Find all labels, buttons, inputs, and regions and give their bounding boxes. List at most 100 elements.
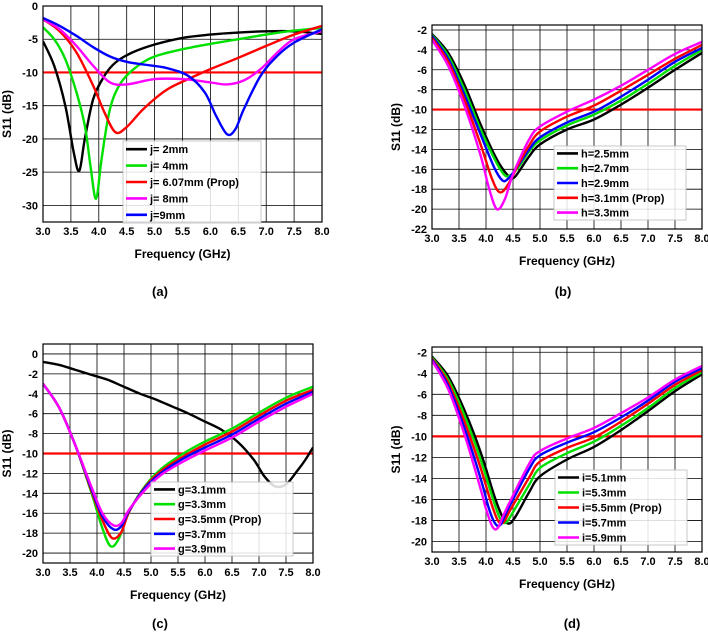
y-axis-label: S11 (dB) [0, 429, 14, 477]
x-tick-label: 3.0 [424, 556, 439, 568]
y-tick-label: -6 [417, 65, 427, 77]
x-tick-label: 7.5 [667, 556, 682, 568]
y-tick-label: -25 [22, 167, 38, 179]
x-tick-label: 8.0 [305, 567, 320, 579]
legend-label: g=3.3mm [178, 499, 226, 511]
series-line-2 [432, 356, 702, 525]
y-tick-label: -4 [417, 368, 428, 380]
x-tick-label: 6.5 [613, 233, 628, 245]
x-tick-label: 5.5 [170, 567, 185, 579]
series-line-5 [43, 16, 322, 137]
x-axis-label: Frequency (GHz) [134, 247, 230, 261]
y-tick-label: -5 [28, 34, 38, 46]
legend-label: g=3.1mm [178, 484, 226, 496]
data-layer [432, 355, 702, 531]
series-line-5 [432, 360, 702, 531]
x-tick-label: 8.0 [694, 556, 708, 568]
legend: h=2.5mm h=2.7mm h=2.9mm h=3.1mm (Prop) h=3.3… [553, 145, 687, 221]
legend-label: h=3.3mm [581, 208, 629, 220]
x-tick-label: 5.0 [532, 233, 547, 245]
y-tick-label: -20 [22, 548, 38, 560]
x-tick-label: 5.5 [175, 226, 190, 238]
y-tick-label: -2 [28, 369, 38, 381]
x-tick-label: 3.5 [63, 226, 78, 238]
x-axis-label: Frequency (GHz) [130, 588, 226, 602]
y-tick-label: -2 [417, 25, 427, 37]
x-tick-label: 5.5 [559, 233, 574, 245]
chart-panel-2: 3.0 3.5 4.0 4.5 5.0 5.5 6.0 6.5 7.0 7.5 8.0 -2 -4 -6 -… [389, 24, 708, 299]
x-tick-label: 5.5 [559, 556, 574, 568]
x-tick-label: 6.5 [224, 567, 239, 579]
legend-label: h=2.5mm [581, 148, 629, 160]
y-tick-label: -12 [411, 452, 427, 464]
legend-label: h=2.7mm [581, 163, 629, 175]
panel-caption: (c) [152, 616, 168, 631]
x-tick-label: 7.5 [286, 226, 301, 238]
legend-label: h=2.9mm [581, 178, 629, 190]
legend-label: j= 4mm [149, 161, 188, 173]
x-tick-label: 6.0 [197, 567, 212, 579]
x-tick-label: 4.0 [89, 567, 104, 579]
y-tick-label: -12 [22, 468, 38, 480]
x-tick-label: 7.0 [640, 233, 655, 245]
y-tick-label: -14 [411, 144, 428, 156]
series-line-5 [43, 383, 313, 528]
series-line-3 [432, 357, 702, 525]
series-line-1 [432, 355, 702, 525]
y-axis-label: S11 (dB) [0, 90, 14, 138]
x-tick-label: 4.0 [91, 226, 106, 238]
x-tick-label: 4.5 [505, 556, 520, 568]
y-tick-label: 0 [32, 349, 38, 361]
legend-label: i=5.5mm (Prop) [582, 503, 662, 515]
legend-label: j= 6.07mm (Prop) [149, 177, 239, 189]
plot-frame [431, 24, 703, 230]
chart-panel-4: 3.0 3.5 4.0 4.5 5.0 5.5 6.0 6.5 7.0 7.5 8.0 -2 -4 -6 -… [389, 346, 708, 631]
legend: g=3.1mm g=3.3mm g=3.5mm (Prop) g=3.7mm g=3.9… [150, 481, 294, 557]
y-tick-label: -8 [417, 85, 427, 97]
x-tick-label: 6.0 [586, 233, 601, 245]
x-tick-label: 5.0 [532, 556, 547, 568]
y-tick-label: -16 [411, 494, 427, 506]
legend-label: g=3.5mm (Prop) [178, 514, 262, 526]
x-tick-label: 4.0 [478, 556, 493, 568]
series-line-4 [432, 37, 702, 194]
x-tick-label: 8.0 [694, 233, 708, 245]
series-line-4 [432, 358, 702, 528]
y-tick-label: -20 [411, 536, 427, 548]
chart-panel-3: 3.0 3.5 4.0 4.5 5.0 5.5 6.0 6.5 7.0 7.5 8.0 0 -2 -4 -6… [0, 343, 321, 631]
y-tick-label: -6 [28, 409, 38, 421]
x-tick-label: 3.5 [451, 556, 466, 568]
series-line-5 [432, 39, 702, 211]
x-tick-label: 3.0 [424, 233, 439, 245]
legend-label: i=5.9mm [582, 533, 627, 545]
y-tick-label: -4 [417, 45, 428, 57]
panel-caption: (b) [555, 284, 572, 299]
y-axis-label: S11 (dB) [389, 103, 403, 151]
y-tick-label: -14 [411, 473, 428, 485]
series-line-2 [43, 26, 322, 200]
x-tick-label: 3.0 [35, 226, 50, 238]
y-tick-label: -10 [22, 449, 38, 461]
x-tick-label: 4.0 [478, 233, 493, 245]
x-axis-label: Frequency (GHz) [519, 577, 615, 591]
y-tick-label: -16 [22, 508, 38, 520]
series-line-3 [43, 18, 322, 135]
y-tick-label: -6 [417, 389, 427, 401]
x-tick-label: 4.5 [505, 233, 520, 245]
x-tick-label: 7.5 [667, 233, 682, 245]
plot-frame [42, 343, 314, 564]
legend-label: i=5.7mm [582, 518, 627, 530]
x-tick-label: 3.0 [35, 567, 50, 579]
x-tick-label: 6.5 [613, 556, 628, 568]
x-tick-label: 7.0 [640, 556, 655, 568]
y-tick-label: -2 [417, 347, 427, 359]
legend-label: i=5.1mm [582, 473, 627, 485]
x-tick-label: 6.0 [586, 556, 601, 568]
legend-label: g=3.9mm [178, 544, 226, 556]
series-line-1 [43, 29, 322, 173]
y-tick-label: -8 [28, 429, 38, 441]
y-tick-label: 0 [32, 1, 38, 13]
y-tick-label: -10 [22, 67, 38, 79]
y-axis-label: S11 (dB) [389, 425, 403, 473]
